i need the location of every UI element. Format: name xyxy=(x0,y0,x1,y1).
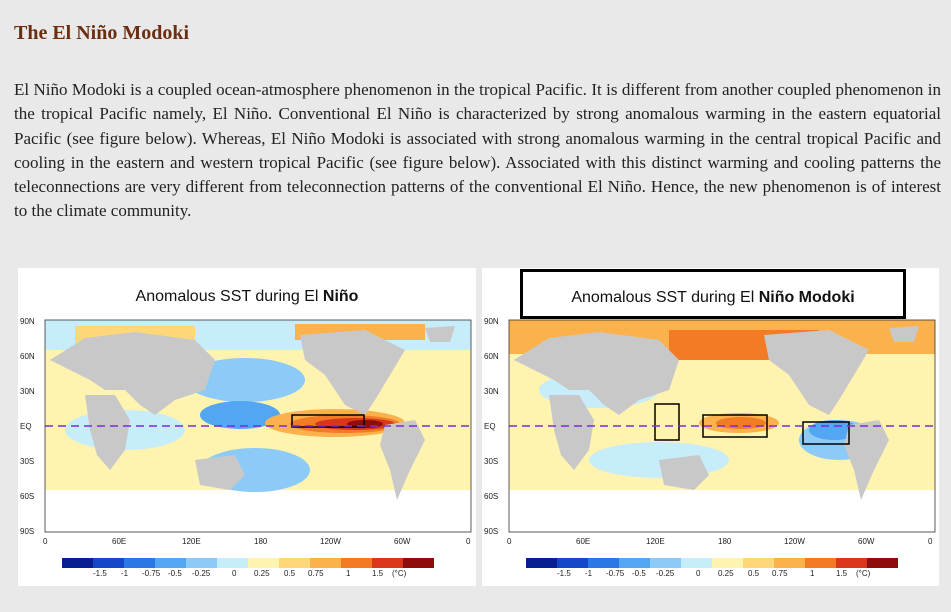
colorbar-swatch xyxy=(155,558,186,568)
colorbar-label: 0 xyxy=(696,569,701,578)
colorbar-swatch xyxy=(557,558,588,568)
lon-label: 0 xyxy=(466,537,471,546)
lon-label: 0 xyxy=(928,537,933,546)
colorbar-swatch xyxy=(403,558,434,568)
colorbar-label: -0.5 xyxy=(632,569,646,578)
lon-label: 120E xyxy=(182,537,201,546)
colorbar-swatch xyxy=(712,558,743,568)
colorbar-swatch xyxy=(279,558,310,568)
colorbar-swatch xyxy=(867,558,898,568)
colorbar-label: 0.75 xyxy=(308,569,324,578)
colorbar-label: 0.5 xyxy=(748,569,760,578)
colorbar-el-nino-modoki: -1.5 -1 -0.75 -0.5 -0.25 0 0.25 0.5 0.75… xyxy=(526,558,898,578)
colorbar-swatch xyxy=(650,558,681,568)
colorbar-unit: (°C) xyxy=(856,569,871,578)
colorbar-swatch xyxy=(310,558,341,568)
lon-label: 180 xyxy=(254,537,268,546)
colorbar-label: -0.25 xyxy=(656,569,675,578)
lat-label: 90N xyxy=(484,317,499,326)
colorbar-label: 1 xyxy=(810,569,815,578)
colorbar-el-nino: -1.5 -1 -0.75 -0.5 -0.25 0 0.25 0.5 0.75… xyxy=(62,558,434,578)
colorbar-label: 0.25 xyxy=(718,569,734,578)
colorbar-swatch xyxy=(743,558,774,568)
colorbar-label: 0.75 xyxy=(772,569,788,578)
lat-label: 60N xyxy=(20,352,35,361)
colorbar-unit: (°C) xyxy=(392,569,407,578)
figure-el-nino: Anomalous SST during El Niño xyxy=(18,268,476,586)
lat-label: 90N xyxy=(20,317,35,326)
lat-label: 30N xyxy=(484,387,499,396)
lon-label: 60E xyxy=(112,537,126,546)
colorbar-swatch xyxy=(124,558,155,568)
colorbar-swatch xyxy=(186,558,217,568)
colorbar-label: -0.5 xyxy=(168,569,182,578)
lat-label: 60S xyxy=(20,492,34,501)
figure-el-nino-modoki: 90N 60N 30N EQ 30S 60S 90S 0 60E 120E 18… xyxy=(482,268,939,586)
colorbar-label: -1 xyxy=(585,569,593,578)
colorbar-swatch xyxy=(248,558,279,568)
lat-label: 90S xyxy=(484,527,498,536)
colorbar-label: 0.25 xyxy=(254,569,270,578)
figure-title-el-nino-modoki: Anomalous SST during El Niño Modoki xyxy=(571,289,855,306)
sst-map-el-nino-modoki: 90N 60N 30N EQ 30S 60S 90S 0 60E 120E 18… xyxy=(484,317,936,546)
lon-label: 120W xyxy=(784,537,805,546)
colorbar-swatch xyxy=(526,558,557,568)
colorbar-label: -0.75 xyxy=(142,569,161,578)
colorbar-label: 0.5 xyxy=(284,569,296,578)
colorbar-label: 1 xyxy=(346,569,351,578)
colorbar-swatch xyxy=(619,558,650,568)
colorbar-label: -0.75 xyxy=(606,569,625,578)
colorbar-label: -1.5 xyxy=(557,569,571,578)
lon-label: 120W xyxy=(320,537,341,546)
lon-label: 0 xyxy=(507,537,512,546)
colorbar-swatch xyxy=(774,558,805,568)
lon-label: 60W xyxy=(858,537,875,546)
colorbar-swatch xyxy=(372,558,403,568)
lon-label: 180 xyxy=(718,537,732,546)
lon-label: 60W xyxy=(394,537,411,546)
colorbar-swatch xyxy=(588,558,619,568)
sst-map-el-nino: 90N 60N 30N EQ 30S 60S 90S 0 60E 120E 18… xyxy=(20,317,472,546)
colorbar-label: -1.5 xyxy=(93,569,107,578)
lat-label: 60S xyxy=(484,492,498,501)
lat-label: EQ xyxy=(484,422,496,431)
lon-label: 0 xyxy=(43,537,48,546)
colorbar-swatch xyxy=(341,558,372,568)
lon-label: 60E xyxy=(576,537,590,546)
lat-label: 30S xyxy=(484,457,498,466)
figure-title-el-nino: Anomalous SST during El Niño xyxy=(135,288,359,305)
colorbar-swatch xyxy=(217,558,248,568)
article-paragraph: El Niño Modoki is a coupled ocean-atmosp… xyxy=(14,80,941,221)
article-title: The El Niño Modoki xyxy=(14,22,190,44)
lat-label: 30N xyxy=(20,387,35,396)
colorbar-label: -0.25 xyxy=(192,569,211,578)
colorbar-swatch xyxy=(62,558,93,568)
colorbar-label: 0 xyxy=(232,569,237,578)
colorbar-swatch xyxy=(836,558,867,568)
colorbar-swatch xyxy=(93,558,124,568)
lat-label: EQ xyxy=(20,422,32,431)
colorbar-swatch xyxy=(805,558,836,568)
lat-label: 90S xyxy=(20,527,34,536)
colorbar-label: -1 xyxy=(121,569,129,578)
colorbar-label: 1.5 xyxy=(836,569,848,578)
colorbar-swatch xyxy=(681,558,712,568)
colorbar-label: 1.5 xyxy=(372,569,384,578)
highlight-box-modoki-title: Anomalous SST during El Niño Modoki xyxy=(520,269,906,319)
lat-label: 30S xyxy=(20,457,34,466)
lon-label: 120E xyxy=(646,537,665,546)
lat-label: 60N xyxy=(484,352,499,361)
